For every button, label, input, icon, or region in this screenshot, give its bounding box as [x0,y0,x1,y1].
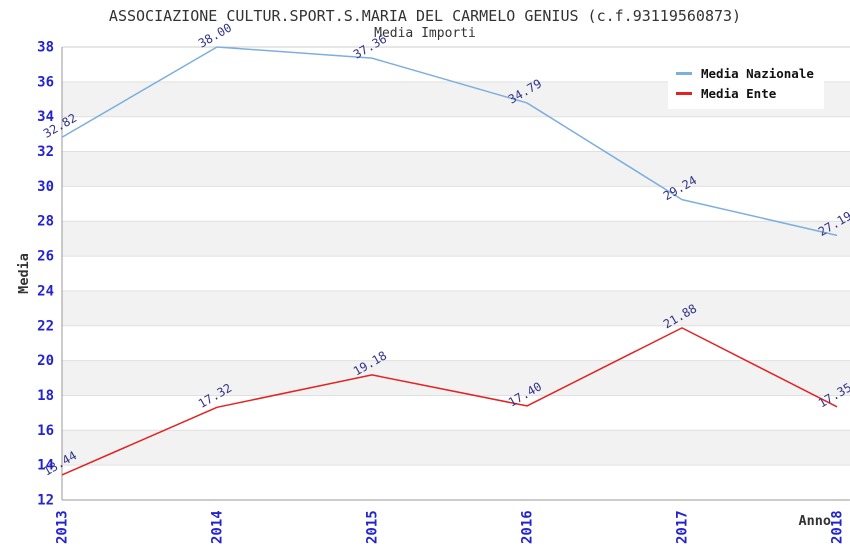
y-tick-label: 20 [37,353,54,369]
y-tick-label: 36 [37,74,54,90]
point-label: 38.00 [196,20,234,50]
y-tick-label: 24 [37,283,54,299]
grid-band [62,290,850,326]
y-tick-label: 28 [37,214,54,230]
y-tick-label: 34 [37,109,54,125]
grid-band [62,430,850,466]
x-tick-label: 2017 [675,510,691,544]
series-line-media-ente [61,327,838,476]
y-axis-title: Media [16,253,32,294]
x-tick-label: 2013 [55,510,71,544]
x-axis-title: Anno [798,513,831,529]
chart-title: ASSOCIAZIONE CULTUR.SPORT.S.MARIA DEL CA… [108,7,742,25]
x-tick-label: 2016 [520,510,536,544]
y-tick-label: 22 [37,318,54,334]
legend: Media Nazionale Media Ente [668,58,824,109]
grid-band [62,151,850,187]
grid-band [62,186,850,222]
grid-band [62,256,850,291]
legend-label-media-nazionale: Media Nazionale [701,65,814,81]
grid-band [62,221,850,257]
legend-item-media-ente: Media Ente [676,83,814,103]
y-tick-label: 16 [37,423,54,439]
chart-subtitle: Media Importi [374,26,476,41]
x-tick-label: 2018 [830,510,846,544]
legend-swatch-red-line-icon [676,91,692,95]
y-tick-label: 12 [37,493,54,509]
x-tick-label: 2015 [365,510,381,544]
y-tick-label: 38 [37,40,54,56]
legend-swatch-blue-line-icon [676,71,692,75]
grid-band [62,465,850,500]
x-tick-label: 2014 [210,510,226,544]
y-tick-label: 18 [37,388,54,404]
legend-item-media-nazionale: Media Nazionale [676,63,814,83]
grid-band [62,116,850,152]
grid-band [62,325,850,361]
legend-label-media-ente: Media Ente [701,85,777,101]
grid-band [62,360,850,396]
grid-band [62,395,850,431]
y-tick-label: 14 [37,458,54,474]
y-tick-label: 30 [37,179,54,195]
y-tick-label: 32 [37,144,54,160]
series-line-media-nazionale [61,46,838,237]
y-tick-label: 26 [37,249,54,265]
